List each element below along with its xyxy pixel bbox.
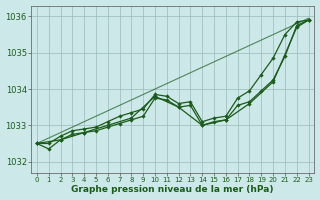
X-axis label: Graphe pression niveau de la mer (hPa): Graphe pression niveau de la mer (hPa) xyxy=(71,185,274,194)
